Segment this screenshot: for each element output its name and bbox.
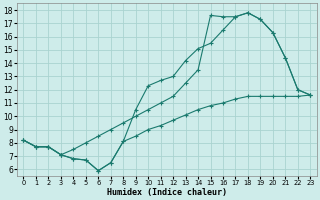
X-axis label: Humidex (Indice chaleur): Humidex (Indice chaleur) (107, 188, 227, 197)
